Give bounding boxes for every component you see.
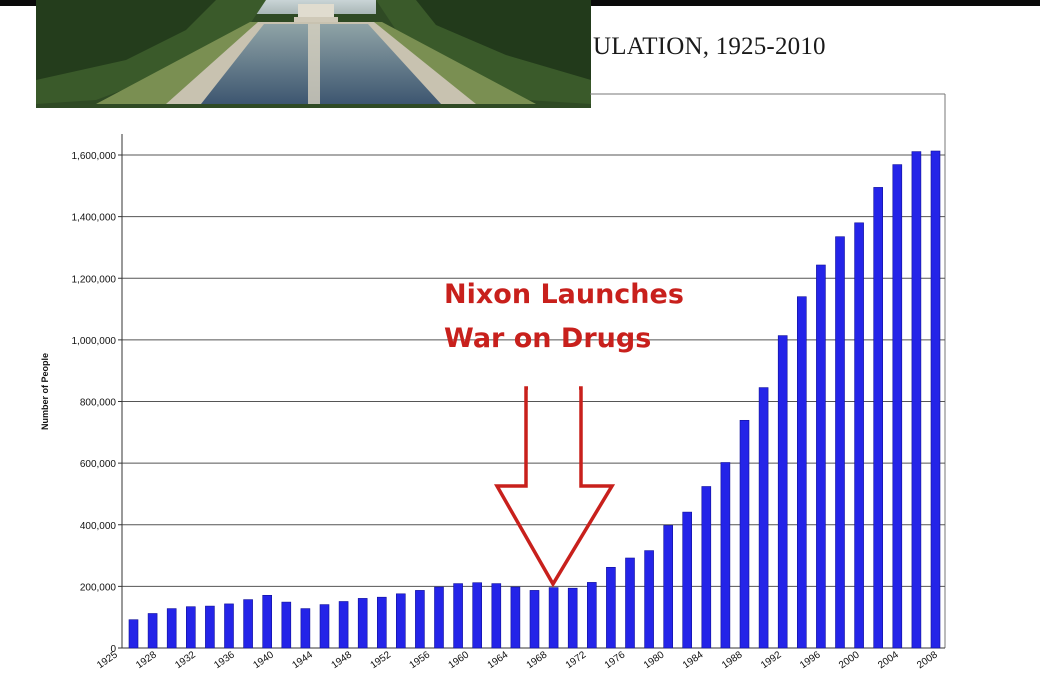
down-arrow-icon [493, 386, 616, 588]
y-tick-label: 1,200,000 [72, 274, 117, 285]
x-tick-label: 1956 [408, 649, 433, 671]
x-tick-label: 1992 [759, 649, 784, 671]
x-tick-label: 1925 [95, 649, 120, 671]
bar [835, 236, 845, 649]
bar [873, 187, 884, 649]
bar [682, 511, 693, 649]
x-tick-label: 1960 [447, 649, 472, 671]
x-tick-label: 1964 [486, 649, 511, 671]
y-tick-label: 1,000,000 [72, 336, 117, 347]
bar [262, 594, 273, 649]
x-tick-label: 1944 [290, 649, 315, 671]
annotation-text: Nixon Launches War on Drugs [444, 273, 684, 361]
x-tick-label: 1948 [329, 649, 354, 671]
x-tick-label: 1932 [173, 649, 198, 671]
bar [472, 582, 483, 649]
bar [720, 462, 731, 649]
bar [586, 582, 597, 649]
x-tick-label: 1928 [134, 649, 159, 671]
bar [491, 583, 502, 649]
bar [529, 590, 540, 649]
y-tick-label: 0 [110, 644, 116, 655]
bar [415, 590, 425, 649]
bar [816, 264, 826, 649]
bar [930, 150, 941, 649]
bar [892, 164, 903, 649]
bar [300, 608, 311, 649]
x-tick-label: 1940 [251, 649, 276, 671]
bar [701, 486, 712, 649]
bar [510, 586, 521, 649]
y-tick-label: 800,000 [80, 398, 117, 409]
bar [434, 586, 444, 649]
bar [128, 619, 139, 649]
x-tick-label: 1980 [642, 649, 667, 671]
y-tick-label: 600,000 [80, 459, 117, 470]
x-tick-label: 1976 [603, 649, 628, 671]
lincoln-memorial-reflecting-pool-photo [36, 0, 591, 108]
bar [395, 593, 406, 649]
bar [777, 335, 788, 649]
y-tick-label: 1,400,000 [72, 213, 117, 224]
x-tick-label: 1984 [681, 649, 706, 671]
bar [224, 603, 234, 649]
x-tick-label: 1972 [564, 649, 589, 671]
annotation-line-1: Nixon Launches [444, 279, 684, 310]
x-tick-label: 1936 [212, 649, 237, 671]
bar [147, 613, 158, 649]
y-axis-label: Number of People [40, 353, 50, 430]
bar [453, 583, 463, 649]
bar [166, 608, 177, 649]
y-tick-label: 200,000 [80, 582, 117, 593]
bar [625, 557, 635, 649]
header-photo [36, 0, 591, 134]
bar [758, 387, 769, 649]
bar [357, 598, 368, 649]
bar [186, 606, 196, 649]
x-tick-label: 2008 [915, 649, 940, 671]
x-tick-label: 1988 [720, 649, 745, 671]
bar [281, 601, 292, 649]
bar [606, 566, 616, 649]
x-tick-label: 1968 [525, 649, 550, 671]
bar [376, 596, 387, 649]
bar [644, 550, 654, 649]
bar [796, 296, 807, 649]
bar [739, 419, 750, 649]
bar [567, 587, 578, 649]
bar [548, 587, 559, 649]
x-tick-label: 2000 [837, 649, 862, 671]
bar [338, 601, 349, 649]
bar [243, 599, 253, 649]
bar [854, 222, 864, 649]
x-tick-label: 2004 [876, 649, 901, 671]
y-tick-label: 400,000 [80, 521, 117, 532]
bar [911, 151, 922, 649]
bar [319, 604, 330, 649]
bar [663, 525, 674, 649]
x-tick-label: 1996 [798, 649, 823, 671]
annotation-line-2: War on Drugs [444, 323, 652, 354]
page-title: ULATION, 1925-2010 [593, 33, 826, 60]
bar [205, 605, 215, 649]
y-tick-label: 1,600,000 [72, 151, 117, 162]
x-tick-label: 1952 [368, 649, 393, 671]
